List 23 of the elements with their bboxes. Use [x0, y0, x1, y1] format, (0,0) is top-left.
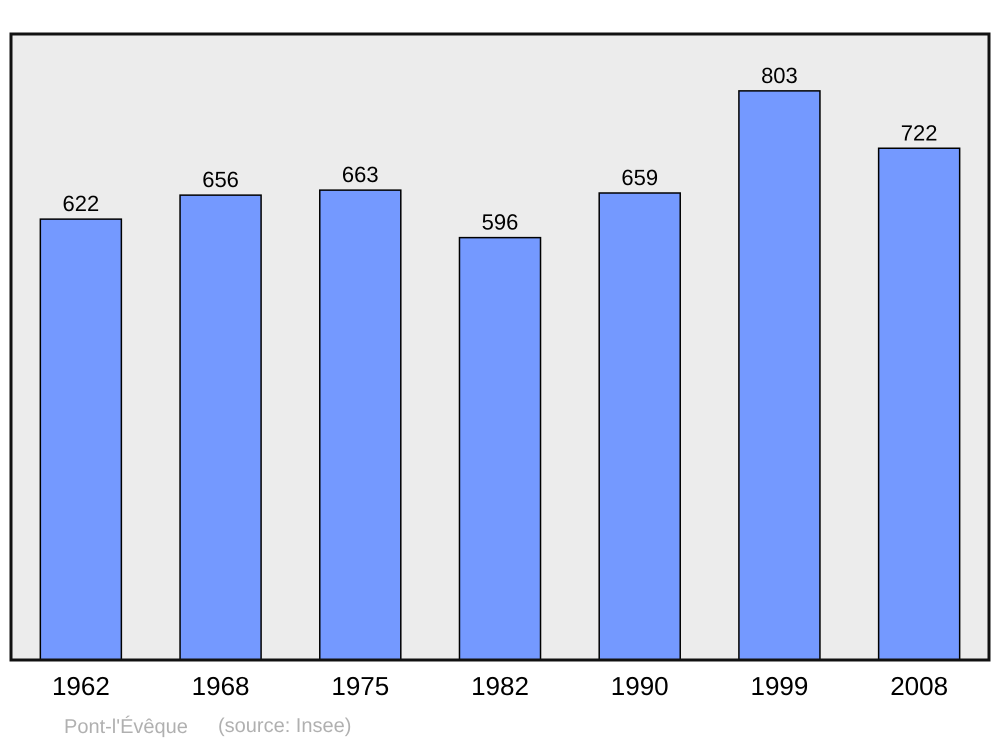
data-label: 656	[202, 167, 239, 192]
bar	[878, 148, 960, 660]
bar	[738, 90, 821, 660]
bar	[319, 189, 402, 660]
data-label: 659	[621, 164, 658, 190]
data-label: 596	[482, 210, 518, 235]
bar	[179, 194, 262, 660]
x-tick-label: 2008	[890, 671, 948, 701]
x-tick-label: 1990	[610, 671, 669, 701]
x-tick-label: 1982	[471, 671, 529, 701]
data-label: 803	[761, 62, 798, 88]
text: Pont-l'Évêque	[64, 715, 188, 738]
data-label: 663	[342, 162, 379, 188]
bar	[458, 236, 542, 660]
x-tick-label: 1975	[331, 671, 390, 701]
text: (source: Insee)	[218, 715, 352, 737]
x-tick-label: 1962	[52, 671, 110, 701]
data-label: 722	[900, 120, 938, 146]
data-label: 622	[62, 191, 100, 216]
bar	[598, 192, 681, 660]
bar	[40, 218, 122, 660]
x-tick-label: 1968	[192, 671, 250, 701]
x-tick-label: 1999	[750, 671, 808, 701]
